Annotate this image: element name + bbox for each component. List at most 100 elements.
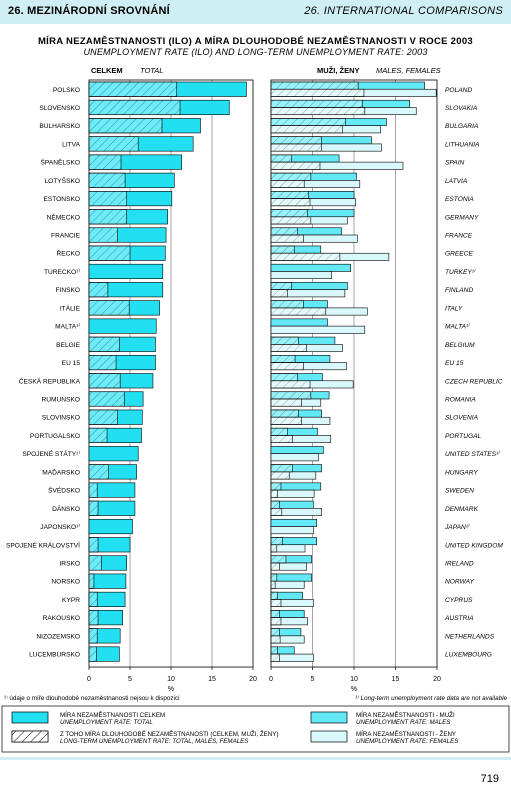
total-long-term-bar <box>88 646 97 662</box>
right-category-label: ROMANIA <box>445 396 476 403</box>
left-category-label: IRSKO <box>59 560 80 567</box>
females-long-term-bar <box>270 635 281 644</box>
legend-label-cz: MÍRA NEZAMĚSTNANOSTI CELKEM <box>60 711 165 719</box>
left-category-label: ŠVÉDSKO <box>48 486 80 495</box>
left-category-label: PORTUGALSKO <box>30 433 80 440</box>
right-category-label: NETHERLANDS <box>445 633 495 640</box>
right-category-label: MALTA¹⁾ <box>445 324 470 331</box>
total-long-term-bar <box>88 172 126 188</box>
total-long-term-bar <box>88 464 109 480</box>
legend-label-en: UNEMPLOYMENT RATE: FEMALES <box>356 738 459 745</box>
right-category-label: CYPRUS <box>445 597 473 604</box>
males-long-term-bar <box>270 391 312 400</box>
right-category-label: UNITED STATES¹⁾ <box>445 451 500 458</box>
total-long-term-bar <box>88 227 119 243</box>
females-long-term-bar <box>270 508 283 516</box>
left-category-label: ITÁLIE <box>60 303 81 312</box>
left-tick-label: 20 <box>249 676 257 683</box>
left-tick-label: 0 <box>87 676 91 683</box>
left-category-label: LITVA <box>62 141 80 148</box>
total-long-term-bar <box>88 409 119 425</box>
left-category-label: ESTONSKO <box>43 196 80 203</box>
left-category-label: NORSKO <box>51 579 80 586</box>
right-category-label: SPAIN <box>445 160 465 167</box>
total-long-term-bar <box>88 628 98 644</box>
right-tick-label: 0 <box>269 676 273 683</box>
right-category-label: LITHUANIA <box>445 141 480 148</box>
left-category-label: TURECKO¹⁾ <box>44 269 80 276</box>
females-long-term-bar <box>270 471 290 480</box>
left-category-label: SPOJENÉ KRÁLOVSTVÍ <box>6 540 80 549</box>
total-long-term-bar <box>88 591 98 607</box>
left-category-label: ŠPANĚLSKO <box>41 158 80 167</box>
right-category-label: FRANCE <box>445 233 473 240</box>
males-bar <box>270 318 328 327</box>
males-long-term-bar <box>270 537 283 546</box>
females-long-term-bar <box>270 544 278 553</box>
total-long-term-bar <box>88 427 108 443</box>
legend-label-en: UNEMPLOYMENT RATE: MALES <box>356 719 451 726</box>
males-long-term-bar <box>270 154 293 163</box>
left-category-label: FINSKO <box>55 287 80 294</box>
females-long-term-bar <box>270 252 341 261</box>
males-long-term-bar <box>270 118 346 126</box>
right-category-label: JAPAN¹⁾ <box>444 524 470 531</box>
females-long-term-bar <box>270 562 280 571</box>
females-long-term-bar <box>270 435 293 443</box>
left-tick-label: 15 <box>208 676 216 683</box>
left-category-label: RAKOUSKO <box>43 615 80 622</box>
right-panel-header-cz: MUŽI, ŽENY <box>317 66 360 75</box>
females-long-term-bar <box>270 289 288 298</box>
males-long-term-bar <box>270 464 293 473</box>
page-number: 719 <box>480 773 499 785</box>
total-long-term-bar <box>88 391 125 407</box>
left-category-label: FRANCIE <box>51 233 81 240</box>
left-category-label: ČESKÁ REPUBLIKA <box>19 376 81 385</box>
males-long-term-bar <box>270 354 296 363</box>
males-long-term-bar <box>270 336 299 345</box>
chart-title: MÍRA NEZAMĚSTNANOSTI (ILO) A MÍRA DLOUHO… <box>37 36 474 47</box>
females-long-term-bar <box>270 216 312 225</box>
total-long-term-bar <box>88 136 139 152</box>
males-long-term-bar <box>270 482 282 491</box>
total-long-term-bar <box>88 118 163 134</box>
legend-swatch-males <box>310 711 348 724</box>
right-category-label: IRELAND <box>445 560 474 567</box>
footnote-right: ¹⁾ Long-term unemployment rate data are … <box>355 695 507 702</box>
total-long-term-bar <box>88 209 128 225</box>
males-long-term-bar <box>270 136 322 145</box>
males-long-term-bar <box>270 610 280 618</box>
total-bar <box>88 318 157 334</box>
right-category-label: TURKEY¹⁾ <box>445 269 476 276</box>
left-category-label: MAĎARSKO <box>42 467 80 476</box>
total-long-term-bar <box>88 154 122 170</box>
females-long-term-bar <box>270 362 304 371</box>
females-long-term-bar <box>270 599 282 607</box>
left-category-label: RUMUNSKO <box>42 396 80 403</box>
females-long-term-bar <box>270 489 278 498</box>
section-title-cz: 26. MEZINÁRODNÍ SROVNÁNÍ <box>8 5 170 17</box>
females-long-term-bar <box>270 161 321 170</box>
legend-swatch-females <box>310 730 348 743</box>
total-bar <box>88 518 133 535</box>
left-category-label: EU 15 <box>62 360 81 367</box>
left-category-label: POLSKO <box>53 87 80 94</box>
right-category-label: SLOVENIA <box>445 415 479 422</box>
females-long-term-bar <box>270 125 343 134</box>
males-long-term-bar <box>270 227 298 236</box>
males-long-term-bar <box>270 646 278 655</box>
right-category-label: EU 15 <box>445 360 464 367</box>
total-bar <box>88 446 139 462</box>
right-panel-header-en: MALES, FEMALES <box>376 66 441 75</box>
males-long-term-bar <box>270 191 309 199</box>
females-long-term-bar <box>270 380 311 389</box>
females-long-term-bar <box>270 398 303 407</box>
males-long-term-bar <box>270 81 359 90</box>
females-long-term-bar <box>270 617 282 626</box>
right-category-label: PORTUGAL <box>445 433 481 440</box>
males-long-term-bar <box>270 282 293 290</box>
females-long-term-bar <box>270 653 280 662</box>
males-long-term-bar <box>270 409 299 418</box>
left-axis-label: % <box>168 686 174 693</box>
right-category-label: GREECE <box>445 251 473 258</box>
